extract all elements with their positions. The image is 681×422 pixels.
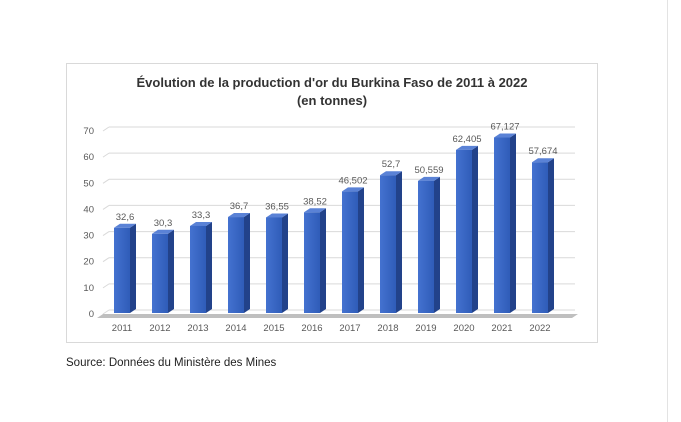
bar-top bbox=[152, 229, 174, 234]
data-label: 36,7 bbox=[230, 201, 249, 212]
gridline-depth bbox=[102, 126, 110, 132]
bar bbox=[532, 162, 548, 313]
data-label: 57,674 bbox=[528, 146, 557, 157]
bar-side bbox=[206, 221, 212, 313]
data-label: 62,405 bbox=[452, 134, 481, 145]
x-tick-label: 2017 bbox=[339, 323, 360, 334]
bar-top bbox=[304, 208, 326, 213]
bar-side bbox=[244, 213, 250, 313]
bar bbox=[114, 227, 130, 313]
y-tick-label: 70 bbox=[83, 126, 94, 137]
y-tick-label: 40 bbox=[83, 204, 94, 215]
bar bbox=[342, 191, 358, 313]
x-tick-label: 2019 bbox=[415, 323, 436, 334]
chart-title-main: Évolution de la production d'or du Burki… bbox=[136, 75, 528, 90]
data-label: 33,3 bbox=[192, 210, 211, 221]
bar-side bbox=[472, 145, 478, 313]
x-tick-label: 2018 bbox=[377, 323, 398, 334]
bar-side bbox=[282, 213, 288, 313]
gridline-depth bbox=[102, 152, 110, 158]
floor bbox=[97, 314, 578, 318]
bar-top bbox=[418, 176, 440, 181]
data-label: 50,559 bbox=[414, 165, 443, 176]
bar-top bbox=[342, 187, 364, 192]
bar-side bbox=[358, 187, 364, 313]
bar bbox=[456, 149, 472, 313]
bar-side bbox=[130, 223, 136, 313]
bar bbox=[494, 137, 510, 313]
bar-side bbox=[548, 158, 554, 313]
data-label: 30,3 bbox=[154, 218, 173, 229]
y-tick-label: 20 bbox=[83, 257, 94, 268]
bar-side bbox=[434, 176, 440, 313]
data-label: 52,7 bbox=[382, 159, 401, 170]
bar-top bbox=[190, 221, 212, 226]
x-tick-label: 2020 bbox=[453, 323, 474, 334]
chart-subtitle: (en tonnes) bbox=[296, 93, 368, 108]
y-tick-label: 0 bbox=[89, 309, 94, 320]
x-tick-label: 2011 bbox=[112, 323, 132, 334]
x-tick-label: 2015 bbox=[263, 323, 284, 334]
y-tick-label: 10 bbox=[83, 283, 94, 294]
bar bbox=[418, 180, 434, 313]
gridline-depth bbox=[102, 178, 110, 184]
y-tick-label: 30 bbox=[83, 231, 94, 242]
bar bbox=[228, 217, 244, 313]
gridline-depth bbox=[102, 205, 110, 210]
gridline-depth bbox=[102, 283, 110, 289]
bar-top bbox=[266, 213, 288, 218]
bar-top bbox=[532, 158, 554, 163]
data-label: 67,127 bbox=[490, 122, 519, 133]
bar-side bbox=[168, 229, 174, 313]
x-tick-label: 2022 bbox=[529, 323, 550, 334]
bar bbox=[266, 217, 282, 313]
x-tick-label: 2013 bbox=[187, 323, 208, 334]
bar-side bbox=[510, 133, 516, 313]
chart-title: Évolution de la production d'or du Burki… bbox=[66, 74, 598, 110]
bar bbox=[380, 175, 396, 313]
chart-frame bbox=[66, 63, 598, 343]
bar bbox=[304, 212, 320, 313]
gridline-depth bbox=[102, 309, 110, 315]
y-tick-label: 50 bbox=[83, 178, 94, 189]
x-tick-label: 2016 bbox=[301, 323, 322, 334]
x-tick-label: 2021 bbox=[491, 323, 512, 334]
gridline-depth bbox=[102, 231, 110, 236]
y-tick-label: 60 bbox=[83, 152, 94, 163]
bar-top bbox=[380, 171, 402, 176]
data-label: 32,6 bbox=[116, 212, 135, 223]
gridline-depth bbox=[102, 257, 110, 263]
source-note: Source: Données du Ministère des Mines bbox=[66, 357, 277, 369]
bar-top bbox=[456, 145, 478, 150]
bar-top bbox=[114, 223, 136, 228]
data-label: 36,55 bbox=[265, 201, 289, 212]
bar-side bbox=[320, 208, 326, 313]
x-tick-label: 2014 bbox=[225, 323, 246, 334]
data-label: 38,52 bbox=[303, 196, 327, 207]
x-tick-label: 2012 bbox=[149, 323, 170, 334]
page-edge bbox=[667, 0, 668, 422]
bar bbox=[190, 225, 206, 313]
bar-top bbox=[228, 213, 250, 218]
bar-side bbox=[396, 171, 402, 313]
bar-top bbox=[494, 133, 516, 138]
data-label: 46,502 bbox=[338, 175, 367, 186]
bar bbox=[152, 233, 168, 313]
